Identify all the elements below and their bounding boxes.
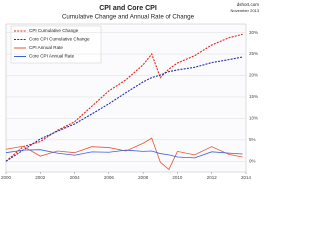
y-tick-label: 5% — [249, 137, 256, 142]
chart-subtitle: Cumulative Change and Annual Rate of Cha… — [62, 14, 195, 21]
x-tick-label: 2012 — [207, 175, 218, 180]
legend-label: Core CPI Annual Rate — [29, 54, 75, 59]
legend-label: Core CPI Cumulative Change — [29, 37, 90, 42]
y-tick-label: 20% — [249, 73, 258, 78]
y-tick-label: 25% — [249, 51, 258, 56]
chart: CPI and Core CPI Cumulative Change and A… — [0, 2, 260, 181]
series-line — [5, 137, 243, 171]
y-tick-label: 30% — [249, 30, 258, 35]
source: dshort.com — [237, 2, 260, 7]
chart-title: CPI and Core CPI — [99, 5, 157, 12]
x-tick-label: 2014 — [241, 175, 252, 180]
x-tick-label: 2010 — [172, 175, 183, 180]
x-tick-label: 2002 — [35, 175, 46, 180]
series-line — [5, 149, 243, 159]
x-tick-label: 2008 — [138, 175, 149, 180]
date: November 2013 — [231, 8, 260, 13]
y-tick-label: 15% — [249, 94, 258, 99]
series-line — [5, 56, 243, 162]
y-tick-label: 0% — [249, 158, 256, 163]
legend-label: CPI Cumulative Change — [29, 28, 79, 33]
x-tick-label: 2006 — [104, 175, 115, 180]
x-tick-label: 2004 — [70, 175, 81, 180]
x-tick-label: 2000 — [1, 175, 12, 180]
legend-label: CPI Annual Rate — [29, 45, 63, 50]
y-tick-label: 10% — [249, 116, 258, 121]
series-line — [5, 33, 243, 162]
